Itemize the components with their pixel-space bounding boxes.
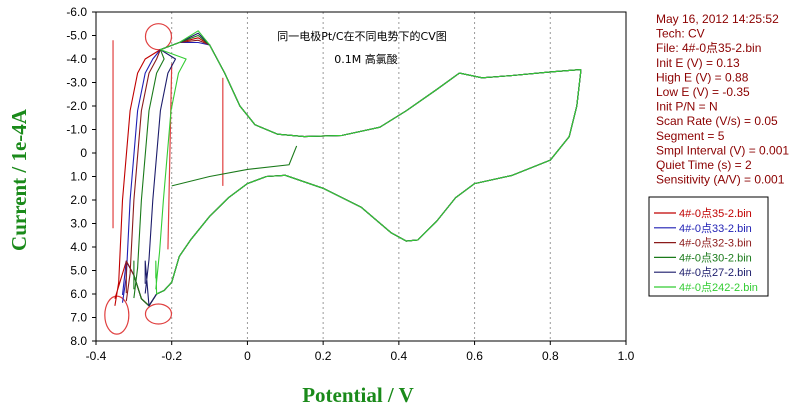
y-tick-label: 7.0 <box>70 311 87 325</box>
y-tick-label: -5.0 <box>66 29 87 43</box>
legend-label: 4#-0点35-2.bin <box>679 207 752 220</box>
annotation-circle <box>144 23 173 51</box>
info-line: Segment = 5 <box>656 129 725 143</box>
legend-label: 4#-0点30-2.bin <box>679 251 752 264</box>
x-axis-label: Potential / V <box>302 383 414 407</box>
chart-subtitle: 0.1M 高氯酸 <box>334 52 397 66</box>
info-line: Scan Rate (V/s) = 0.05 <box>656 114 778 128</box>
legend-label: 4#-0点242-2.bin <box>679 281 758 294</box>
x-axis-ticks: -0.4 -0.2 0 0.2 0.4 0.6 0.8 1.0 <box>86 341 635 363</box>
series-line <box>133 34 582 307</box>
annotation-line <box>167 63 173 250</box>
info-line: High E (V) = 0.88 <box>656 70 749 84</box>
x-tick-label: 0.4 <box>391 349 408 363</box>
y-tick-label: 1.0 <box>70 170 87 184</box>
initial-sweep-line <box>171 145 298 187</box>
x-tick-label: 0.6 <box>466 349 483 363</box>
annotation-circle <box>144 303 173 325</box>
annotation-circle <box>104 295 130 335</box>
info-line: Init E (V) = 0.13 <box>656 56 740 70</box>
y-tick-label: 0 <box>80 146 87 160</box>
info-line: May 16, 2012 14:25:52 <box>656 12 779 26</box>
y-tick-label: -1.0 <box>66 123 87 137</box>
x-tick-label: 0 <box>244 349 251 363</box>
series-line <box>114 37 582 307</box>
info-line: Tech: CV <box>656 27 705 41</box>
info-line: Init P/N = N <box>656 100 718 114</box>
x-tick-label: -0.2 <box>161 349 182 363</box>
legend-label: 4#-0点33-2.bin <box>679 222 752 235</box>
y-tick-label: 6.0 <box>70 287 87 301</box>
y-tick-label: -4.0 <box>66 52 87 66</box>
y-tick-label: 2.0 <box>70 193 87 207</box>
x-tick-label: 1.0 <box>618 349 635 363</box>
series-line <box>144 32 582 307</box>
y-axis-label: Current / 1e-4A <box>7 108 31 251</box>
info-line: Smpl Interval (V) = 0.001 <box>656 143 789 157</box>
x-tick-label: 0.2 <box>315 349 332 363</box>
legend-label: 4#-0点27-2.bin <box>679 266 752 279</box>
legend: 4#-0点35-2.bin4#-0点33-2.bin4#-0点32-3.bin4… <box>654 207 758 294</box>
x-tick-label: -0.4 <box>86 349 107 363</box>
y-tick-label: -2.0 <box>66 99 87 113</box>
series-line <box>155 30 582 295</box>
annotation-marks <box>104 23 224 335</box>
y-tick-label: 8.0 <box>70 334 87 348</box>
series-line <box>125 39 582 307</box>
legend-label: 4#-0点32-3.bin <box>679 237 752 250</box>
y-tick-label: 4.0 <box>70 240 87 254</box>
info-line: Quiet Time (s) = 2 <box>656 158 752 172</box>
y-tick-label: -3.0 <box>66 76 87 90</box>
info-line: Low E (V) = -0.35 <box>656 85 750 99</box>
y-tick-label: 5.0 <box>70 264 87 278</box>
info-line: File: 4#-0点35-2.bin <box>656 41 761 55</box>
chart-title: 同一电极Pt/C在不同电势下的CV图 <box>277 29 447 43</box>
y-tick-label: 3.0 <box>70 217 87 231</box>
cv-curves <box>114 30 582 307</box>
y-axis-ticks: -6.0 -5.0 -4.0 -3.0 -2.0 -1.0 0 1.0 2.0 3.0 4.0 5.0… <box>66 5 96 348</box>
info-line: Sensitivity (A/V) = 0.001 <box>656 173 785 187</box>
x-tick-label: 0.8 <box>542 349 559 363</box>
y-tick-label: -6.0 <box>66 5 87 19</box>
series-line <box>121 41 582 307</box>
